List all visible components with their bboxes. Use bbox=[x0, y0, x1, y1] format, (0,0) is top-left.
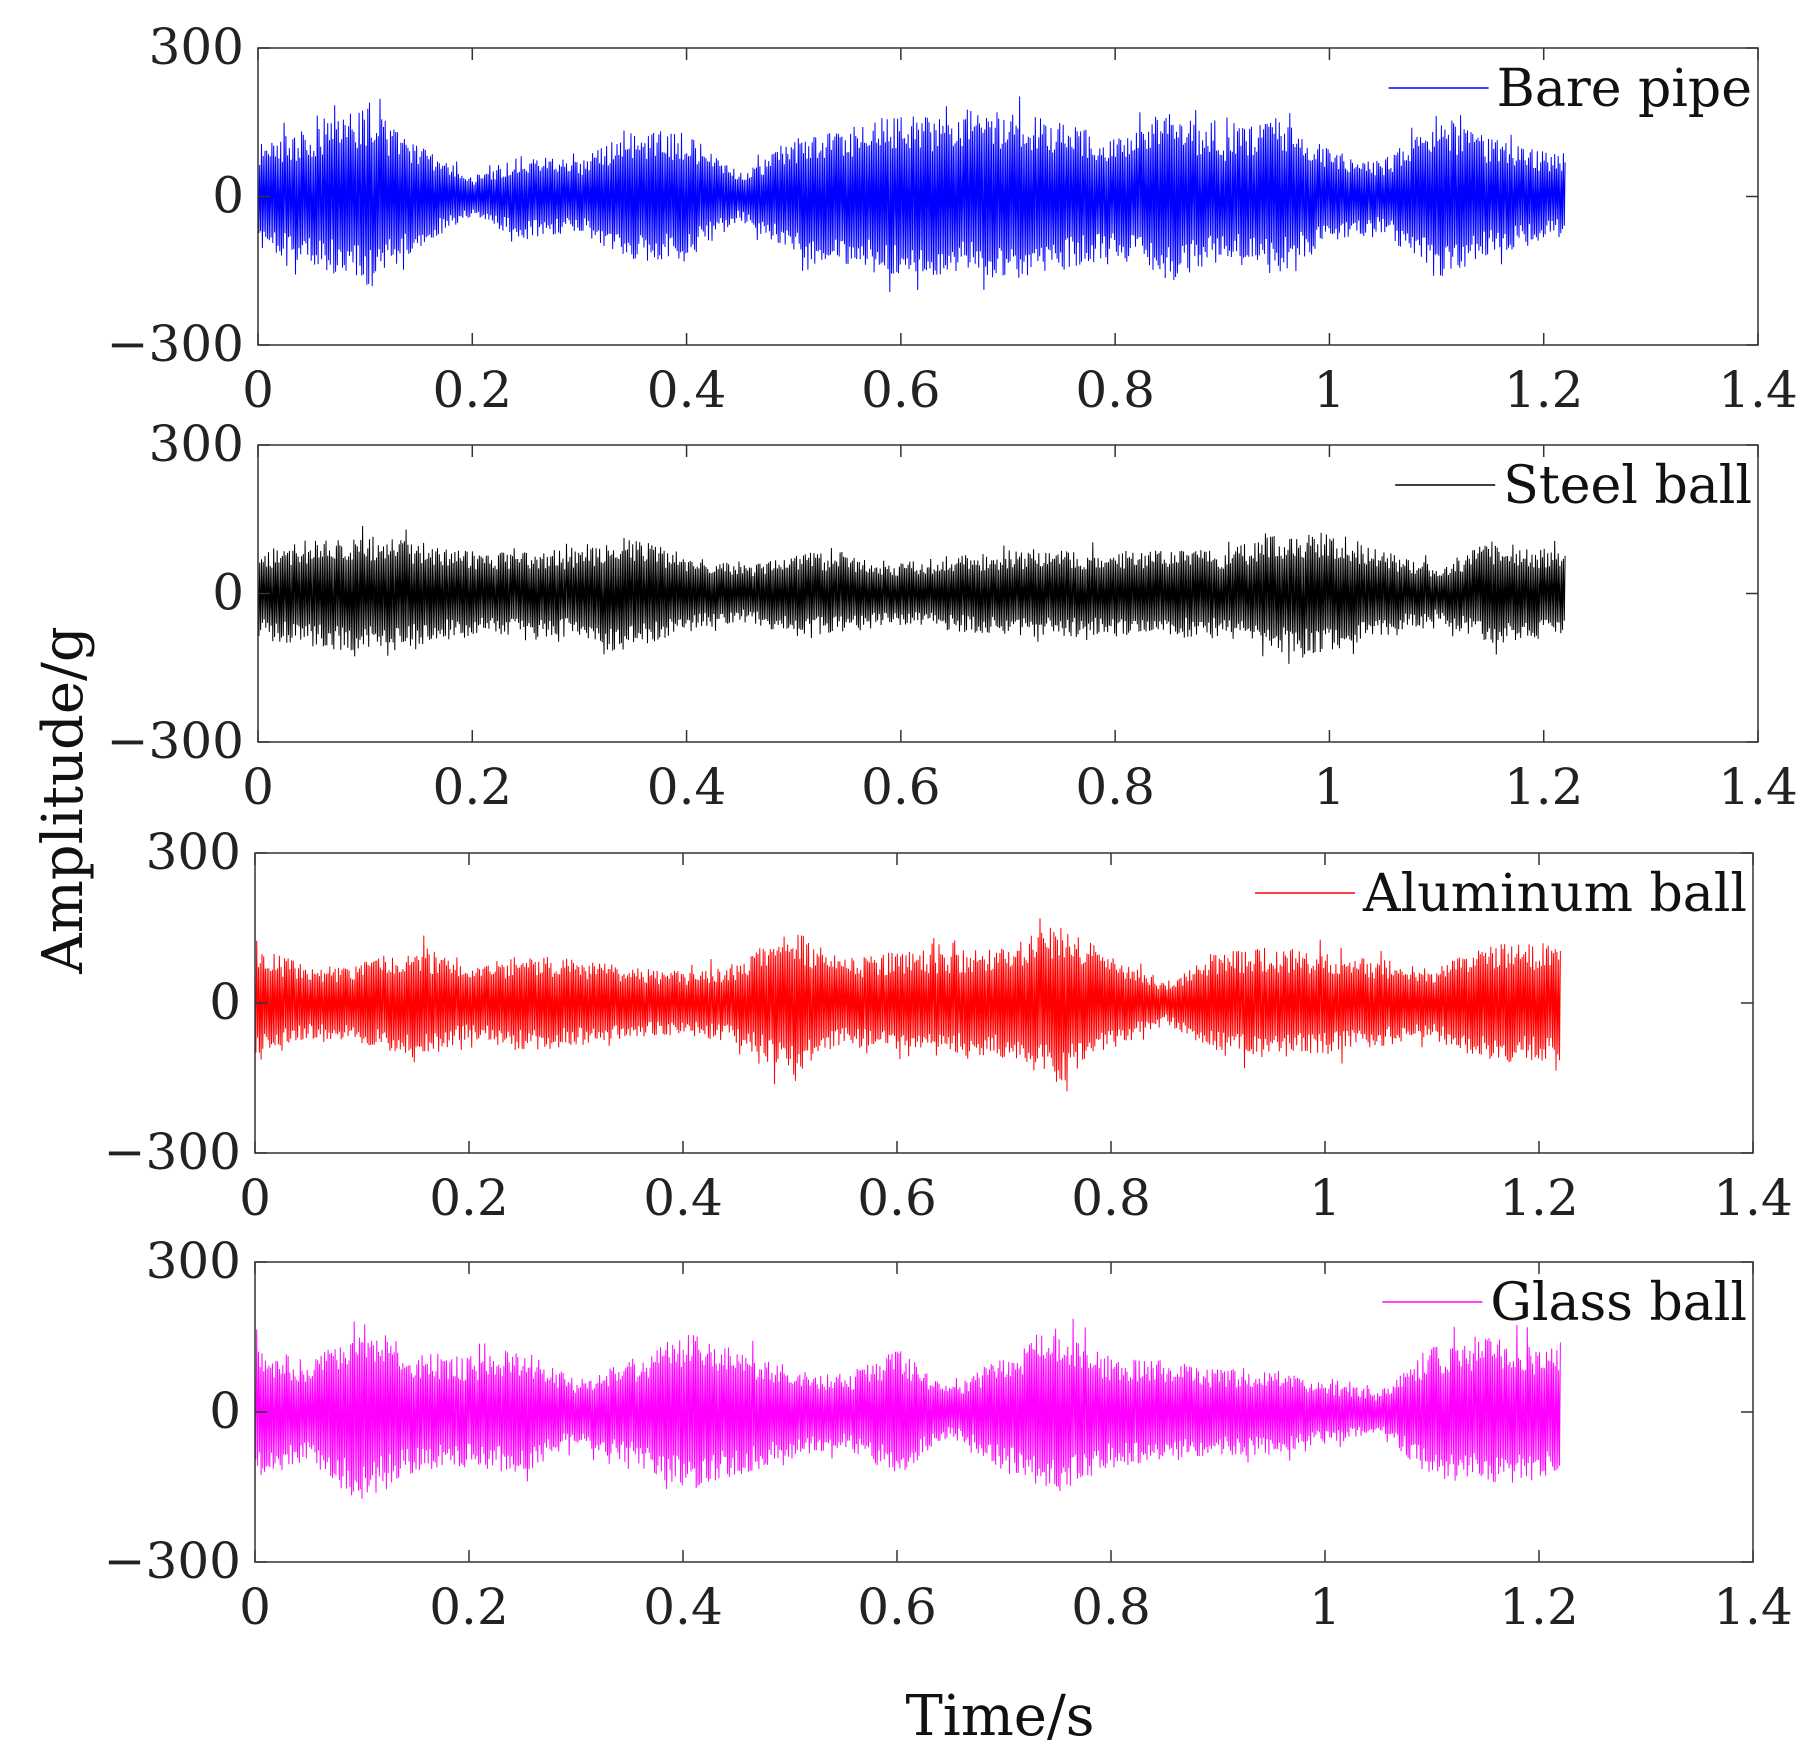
y-tick-label: −300 bbox=[107, 315, 244, 373]
x-tick-label: 0 bbox=[242, 758, 274, 816]
y-tick-label: 300 bbox=[149, 18, 244, 76]
x-tick-label: 0.2 bbox=[429, 1169, 509, 1227]
legend-label: Steel ball bbox=[1503, 456, 1752, 516]
y-tick-label: 0 bbox=[209, 973, 241, 1031]
series-line-1 bbox=[257, 96, 1566, 293]
y-tick-label: 0 bbox=[212, 167, 244, 225]
x-tick-label: 1 bbox=[1309, 1578, 1341, 1636]
series-line-3 bbox=[254, 918, 1561, 1092]
x-tick-label: 0.6 bbox=[861, 758, 941, 816]
x-tick-label: 1.4 bbox=[1718, 758, 1798, 816]
x-tick-label: 0.6 bbox=[857, 1169, 937, 1227]
x-tick-label: 0 bbox=[242, 361, 274, 419]
x-tick-label: 1 bbox=[1314, 361, 1346, 419]
series-line-4 bbox=[254, 1318, 1561, 1499]
x-tick-label: 0.4 bbox=[647, 361, 727, 419]
x-tick-label: 0.6 bbox=[857, 1578, 937, 1636]
series-line-2 bbox=[257, 525, 1566, 664]
legend-label: Aluminum ball bbox=[1362, 864, 1747, 924]
x-tick-label: 0.2 bbox=[429, 1578, 509, 1636]
x-tick-label: 1.2 bbox=[1504, 361, 1584, 419]
x-tick-label: 0.4 bbox=[647, 758, 727, 816]
x-tick-label: 0.2 bbox=[433, 361, 513, 419]
x-tick-label: 1.4 bbox=[1718, 361, 1798, 419]
x-tick-label: 0.8 bbox=[1075, 758, 1155, 816]
y-tick-label: 0 bbox=[209, 1382, 241, 1440]
y-tick-label: −300 bbox=[107, 712, 244, 770]
x-tick-label: 1.4 bbox=[1713, 1169, 1793, 1227]
x-axis-label: Time/s bbox=[905, 1684, 1094, 1749]
x-tick-label: 1 bbox=[1314, 758, 1346, 816]
x-tick-label: 0 bbox=[239, 1169, 271, 1227]
x-tick-label: 1.2 bbox=[1504, 758, 1584, 816]
y-axis-label: Amplitude/g bbox=[31, 626, 96, 974]
x-tick-label: 0.4 bbox=[643, 1578, 723, 1636]
x-tick-label: 1 bbox=[1309, 1169, 1341, 1227]
y-tick-label: 300 bbox=[146, 823, 241, 881]
y-tick-label: −300 bbox=[104, 1123, 241, 1181]
x-tick-label: 0.8 bbox=[1071, 1578, 1151, 1636]
y-tick-label: 300 bbox=[149, 415, 244, 473]
x-tick-label: 1.4 bbox=[1713, 1578, 1793, 1636]
x-tick-label: 1.2 bbox=[1499, 1578, 1579, 1636]
y-tick-label: 300 bbox=[146, 1232, 241, 1290]
x-tick-label: 0.4 bbox=[643, 1169, 723, 1227]
legend-label: Glass ball bbox=[1490, 1273, 1747, 1333]
legend-label: Bare pipe bbox=[1497, 59, 1752, 119]
x-tick-label: 0.8 bbox=[1071, 1169, 1151, 1227]
x-tick-label: 0 bbox=[239, 1578, 271, 1636]
x-tick-label: 0.8 bbox=[1075, 361, 1155, 419]
y-tick-label: 0 bbox=[212, 564, 244, 622]
x-tick-label: 0.6 bbox=[861, 361, 941, 419]
y-tick-label: −300 bbox=[104, 1532, 241, 1590]
x-tick-label: 0.2 bbox=[433, 758, 513, 816]
x-tick-label: 1.2 bbox=[1499, 1169, 1579, 1227]
